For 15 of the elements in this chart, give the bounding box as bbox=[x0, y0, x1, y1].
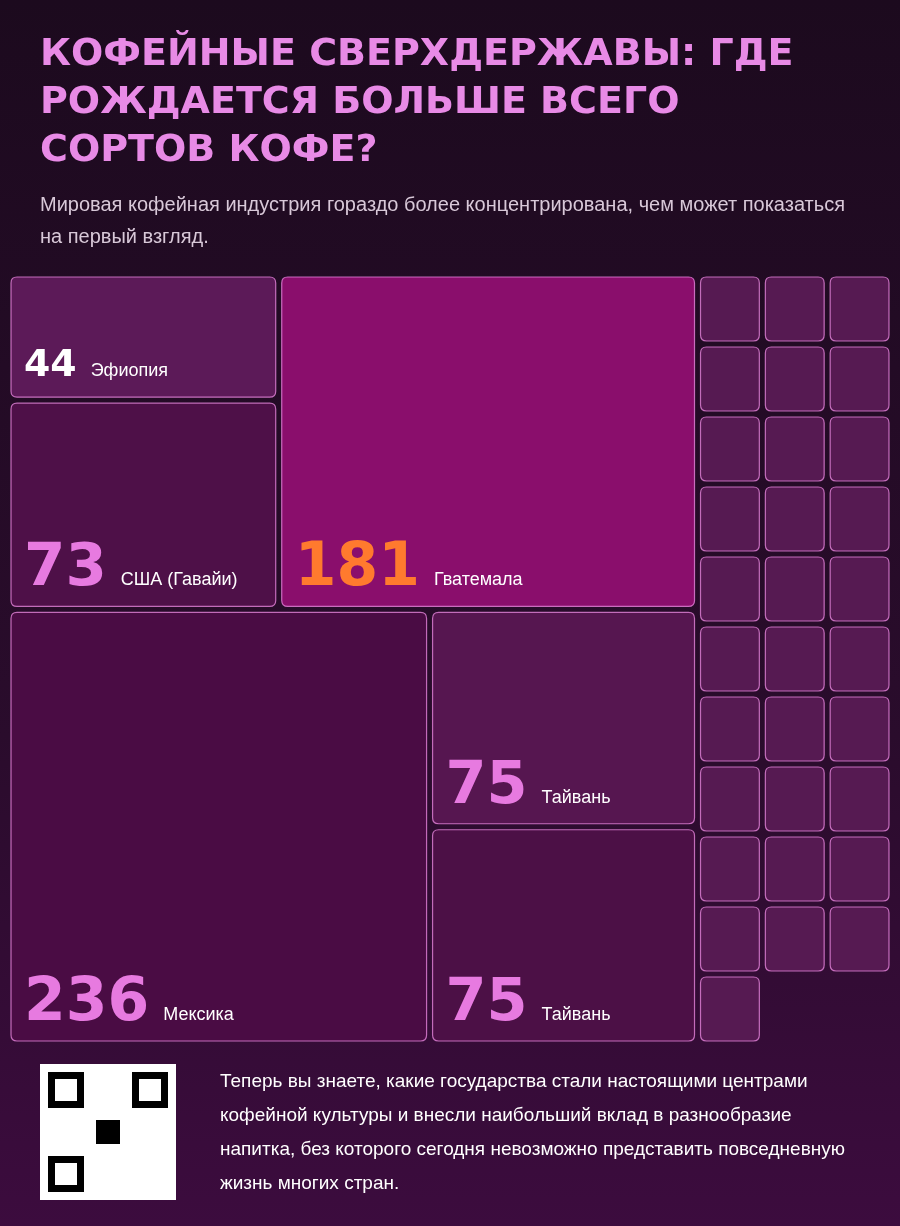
text: КОФЕЙНЫЕ СВЕРХДЕРЖАВЫ: ГДЕ РОЖДАЕТСЯ БОЛЬШЕ ВСЕГО СОРТОВ КОФЕ? bbox=[40, 29, 795, 172]
text: Мировая кофейная индустрия гораздо более концентрирована, чем может показаться на первый взгляд. bbox=[40, 192, 846, 249]
category-label: Гватемала bbox=[433, 569, 524, 590]
text: Теперь вы знаете, какие государства стали настоящими центрами кофейной культуры и внесли наибольший вклад в разнообразие напитка, без которого сегодня невозможно представить повседневную жизнь многих стран. bbox=[220, 1069, 846, 1195]
data-label: 236 bbox=[24, 964, 150, 1034]
category-label: США (Гавайи) bbox=[120, 569, 238, 590]
data-label: 73 bbox=[24, 530, 107, 600]
data-label: 181 bbox=[294, 529, 420, 600]
category-label: Тайвань bbox=[541, 1004, 611, 1024]
data-label: 75 bbox=[445, 747, 528, 817]
data-label: 44 bbox=[24, 341, 77, 386]
category-label: Мексика bbox=[163, 1004, 235, 1024]
category-label: Эфиопия bbox=[90, 360, 169, 381]
category-label: Тайвань bbox=[541, 786, 611, 807]
data-label: 75 bbox=[445, 965, 528, 1034]
